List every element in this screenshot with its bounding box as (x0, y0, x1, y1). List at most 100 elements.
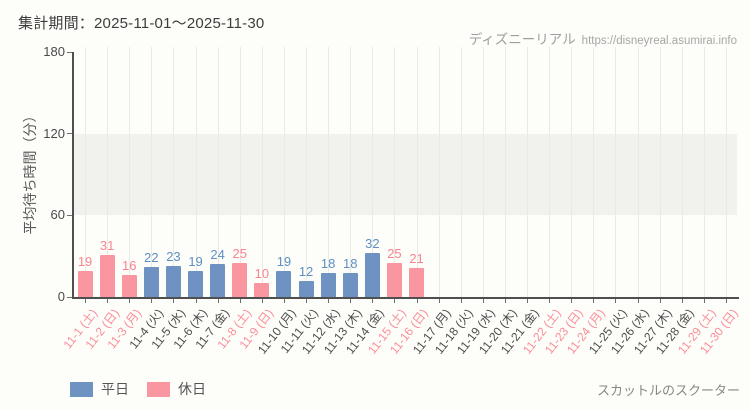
shaded-band (74, 133, 737, 216)
gridline (394, 47, 396, 297)
x-axis-tick (195, 299, 197, 303)
bar-value-label: 16 (122, 258, 137, 274)
bar-11-10[interactable] (276, 271, 292, 297)
bar-value-label: 31 (99, 237, 115, 253)
x-axis-tick (549, 299, 551, 303)
y-tick-label: 0 (57, 289, 65, 304)
bar-11-15[interactable] (386, 262, 402, 297)
gridline (107, 47, 109, 297)
gridline (504, 47, 506, 297)
bar-11-12[interactable] (320, 272, 336, 297)
x-axis-tick (504, 299, 506, 303)
x-axis-tick (107, 299, 109, 303)
bar-value-label: 18 (320, 255, 336, 271)
weekday-swatch (70, 381, 93, 397)
gridline (350, 47, 352, 297)
report-period-label: 集計期間：2025-11-01～2025-11-30 (18, 15, 265, 32)
x-axis-tick (239, 299, 241, 303)
gridline (151, 47, 153, 297)
x-axis-tick (173, 299, 175, 303)
bar-11-13[interactable] (342, 272, 358, 297)
attraction-name: スカットルのスクーター (596, 383, 740, 398)
gridline (217, 47, 219, 297)
x-axis-tick (593, 299, 595, 303)
bar-11-3[interactable] (121, 275, 137, 297)
x-axis-tick (615, 299, 617, 303)
bar-value-label: 21 (409, 251, 424, 267)
bar-11-11[interactable] (298, 280, 314, 297)
gridline (173, 47, 175, 297)
y-axis-tick (67, 51, 72, 53)
x-axis-tick (283, 299, 285, 303)
bar-11-6[interactable] (188, 271, 204, 297)
x-axis-tick (527, 299, 529, 303)
bar-11-1[interactable] (77, 271, 93, 297)
x-axis-tick (637, 299, 639, 303)
y-axis-title: 平均待ち時間（分） (22, 108, 38, 235)
gridline (85, 47, 87, 297)
bar-11-16[interactable] (409, 268, 425, 297)
bar-11-4[interactable] (143, 267, 159, 297)
bar-value-label: 19 (276, 254, 292, 270)
gridline (615, 47, 617, 297)
x-axis-tick (416, 299, 418, 303)
legend-item-holiday[interactable]: 休日 (147, 379, 206, 399)
x-axis-tick (438, 299, 440, 303)
x-axis-tick (681, 299, 683, 303)
y-tick-label: 120 (43, 125, 65, 141)
bar-value-label: 25 (232, 245, 247, 261)
y-axis-line (72, 52, 74, 299)
gridline (239, 47, 241, 297)
gridline (637, 47, 639, 297)
gridline (328, 47, 330, 297)
gridline (549, 47, 551, 297)
bar-value-label: 12 (298, 263, 314, 279)
gridline (460, 47, 462, 297)
x-axis-tick (85, 299, 87, 303)
bar-value-label: 19 (188, 254, 203, 270)
gridline (195, 47, 197, 297)
x-axis-tick (372, 299, 374, 303)
x-axis-tick (725, 299, 727, 303)
bar-value-label: 23 (166, 248, 181, 264)
y-axis-tick (67, 133, 72, 135)
x-axis-tick (129, 299, 131, 303)
gridline (482, 47, 484, 297)
gridline (571, 47, 573, 297)
bar-value-label: 32 (365, 236, 380, 252)
watermark: ディズニーリアル https://disneyreal.asumirai.inf… (469, 28, 737, 48)
plot-area: 19 31 16 22 23 19 24 25 10 19 12 18 18 32 25 21 0 60 120 18… (43, 44, 740, 357)
legend-label-holiday: 休日 (178, 381, 206, 397)
bar-11-8[interactable] (232, 262, 248, 297)
x-axis-tick (571, 299, 573, 303)
gridline (527, 47, 529, 297)
gridline (725, 47, 727, 297)
y-axis-tick (67, 214, 72, 216)
bar-value-label: 10 (254, 266, 270, 282)
x-axis-tick (328, 299, 330, 303)
gridline (438, 47, 440, 297)
gridline (283, 47, 285, 297)
bar-11-2[interactable] (99, 254, 115, 297)
bar-11-5[interactable] (165, 265, 181, 297)
x-axis-line (72, 297, 739, 299)
bar-11-9[interactable] (254, 283, 270, 297)
gridline (261, 47, 263, 297)
holiday-swatch (147, 381, 170, 397)
bar-value-label: 24 (210, 247, 225, 263)
x-axis-tick (217, 299, 219, 303)
gridline (306, 47, 308, 297)
x-axis-tick (151, 299, 153, 303)
bar-11-7[interactable] (210, 264, 226, 297)
x-axis-tick (306, 299, 308, 303)
watermark-brand: ディズニーリアル (468, 32, 576, 47)
bar-11-14[interactable] (364, 253, 380, 297)
x-axis-tick (659, 299, 661, 303)
x-axis-tick (350, 299, 352, 303)
legend-item-weekday[interactable]: 平日 (70, 379, 129, 399)
x-axis-tick (261, 299, 263, 303)
legend-label-weekday: 平日 (101, 381, 129, 397)
watermark-url: https://disneyreal.asumirai.info (581, 35, 737, 47)
gridline (372, 47, 374, 297)
